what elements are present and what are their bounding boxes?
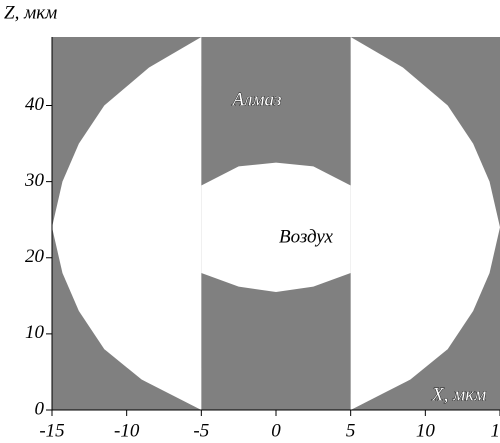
y-tick-label: 10 bbox=[25, 322, 45, 343]
y-axis-label: Z, мкм bbox=[4, 2, 57, 23]
air-region bbox=[52, 37, 202, 410]
x-tick-label: -15 bbox=[39, 420, 64, 441]
air-region bbox=[201, 162, 351, 293]
annotation: Воздух bbox=[279, 226, 334, 247]
y-tick-label: 30 bbox=[24, 170, 45, 191]
y-tick-label: 0 bbox=[35, 398, 45, 419]
x-tick-label: 15 bbox=[491, 420, 500, 441]
x-tick-label: 10 bbox=[416, 420, 436, 441]
x-tick-label: 0 bbox=[271, 420, 281, 441]
y-tick-label: 20 bbox=[25, 246, 45, 267]
y-tick-label: 40 bbox=[25, 94, 45, 115]
x-tick-label: -5 bbox=[193, 420, 209, 441]
annotation: Алмаз bbox=[231, 89, 282, 110]
x-tick-label: 5 bbox=[346, 420, 356, 441]
x-tick-label: -10 bbox=[114, 420, 140, 441]
air-region bbox=[350, 37, 500, 410]
x-axis-label: X, мкм bbox=[431, 384, 486, 405]
